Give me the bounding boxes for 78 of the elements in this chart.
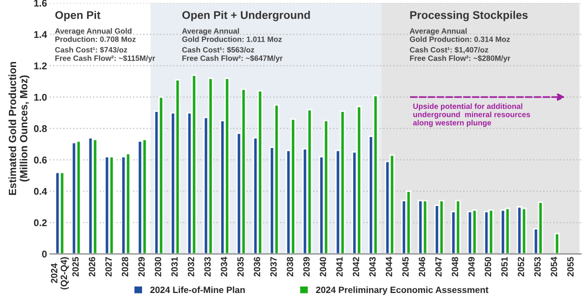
bar xyxy=(240,88,246,254)
x-tick-label: 2049 xyxy=(468,257,475,276)
bar xyxy=(406,190,412,254)
bar xyxy=(422,200,428,254)
x-tick-label: 2054 xyxy=(550,256,558,276)
x-tick-label: 2030 xyxy=(154,257,162,276)
annotation: Open Pit xyxy=(55,10,100,22)
bar xyxy=(274,104,280,254)
x-tick-label: 2029 xyxy=(138,257,145,276)
y-axis-title: Estimated Gold Production (Million Ounces, Moz) xyxy=(8,62,30,195)
x-tick-label: 2036 xyxy=(254,257,260,276)
bar xyxy=(108,156,114,254)
bar xyxy=(472,209,478,254)
y-tick-label: 1.2 xyxy=(34,62,47,70)
bar xyxy=(257,90,263,254)
bar xyxy=(224,78,230,254)
x-tick-label: 2031 xyxy=(171,256,178,276)
bar xyxy=(455,200,461,254)
legend-label: 2024 Life-of-Mine Plan xyxy=(150,286,245,294)
x-tick-label: 2052 xyxy=(518,257,524,276)
bar xyxy=(208,78,214,254)
bar xyxy=(76,140,82,254)
x-tick-label: 2044 xyxy=(386,256,392,276)
x-tick-label: 2025 xyxy=(72,256,79,276)
x-tick-label: 2039 xyxy=(303,257,310,276)
bar xyxy=(504,208,510,254)
bar xyxy=(92,138,98,254)
x-tick-label: 2045 xyxy=(402,256,409,276)
x-tick-label: 2041 xyxy=(336,256,343,276)
bar xyxy=(306,108,312,254)
bar xyxy=(488,209,494,254)
x-tick-label: 2042 xyxy=(352,257,360,276)
y-tick-label: 0.8 xyxy=(34,125,47,132)
y-tick-label: 0.6 xyxy=(34,156,47,164)
x-tick-label: 2043 xyxy=(369,257,376,276)
bar xyxy=(372,94,378,254)
x-tick-label: 2055 xyxy=(567,256,574,276)
x-tick-label: 2024 (Q2-Q4) xyxy=(50,257,69,290)
y-tick-label: 1.0 xyxy=(34,94,47,101)
x-tick-label: 2027 xyxy=(105,257,112,276)
band-label: Open Pit + Underground xyxy=(182,10,310,22)
bar xyxy=(538,201,544,254)
bar xyxy=(125,152,131,254)
x-tick-label: 2028 xyxy=(122,256,128,276)
bar xyxy=(174,79,180,254)
x-tick-label: 2026 xyxy=(88,257,96,276)
x-tick-label: 2034 xyxy=(220,256,228,276)
y-tick-label: 0.4 xyxy=(34,188,48,195)
bar xyxy=(290,118,296,254)
x-tick-label: 2050 xyxy=(484,257,492,276)
bar xyxy=(340,110,346,254)
y-tick-label: 1.6 xyxy=(34,0,47,7)
legend-label: 2024 Preliminary Economic Assessment xyxy=(316,286,488,295)
y-tick-label: 1.4 xyxy=(34,31,48,38)
x-tick-label: 2038 xyxy=(286,256,294,276)
y-tick-label: 0.2 xyxy=(34,219,47,226)
bar xyxy=(323,120,329,254)
bar xyxy=(59,172,65,254)
x-tick-label: 2051 xyxy=(501,256,508,276)
x-tick-label: 2046 xyxy=(418,257,426,276)
x-tick-label: 2047 xyxy=(435,257,442,276)
bar xyxy=(389,154,395,254)
x-tick-label: 2048 xyxy=(452,256,458,276)
bar xyxy=(438,200,444,254)
x-tick-label: 2032 xyxy=(188,257,194,276)
y-tick-label: 0 xyxy=(42,250,47,258)
x-tick-label: 2033 xyxy=(204,257,211,276)
x-tick-label: 2035 xyxy=(237,256,244,276)
bar xyxy=(191,74,197,254)
bar xyxy=(142,138,148,254)
x-tick-label: 2053 xyxy=(534,257,541,276)
bar xyxy=(521,208,527,254)
x-tick-label: 2040 xyxy=(320,257,326,276)
x-tick-label: 2037 xyxy=(270,257,277,276)
bar xyxy=(158,96,164,254)
bar xyxy=(554,232,560,254)
band-label: Processing Stockpiles xyxy=(410,10,528,22)
bar xyxy=(356,106,362,254)
